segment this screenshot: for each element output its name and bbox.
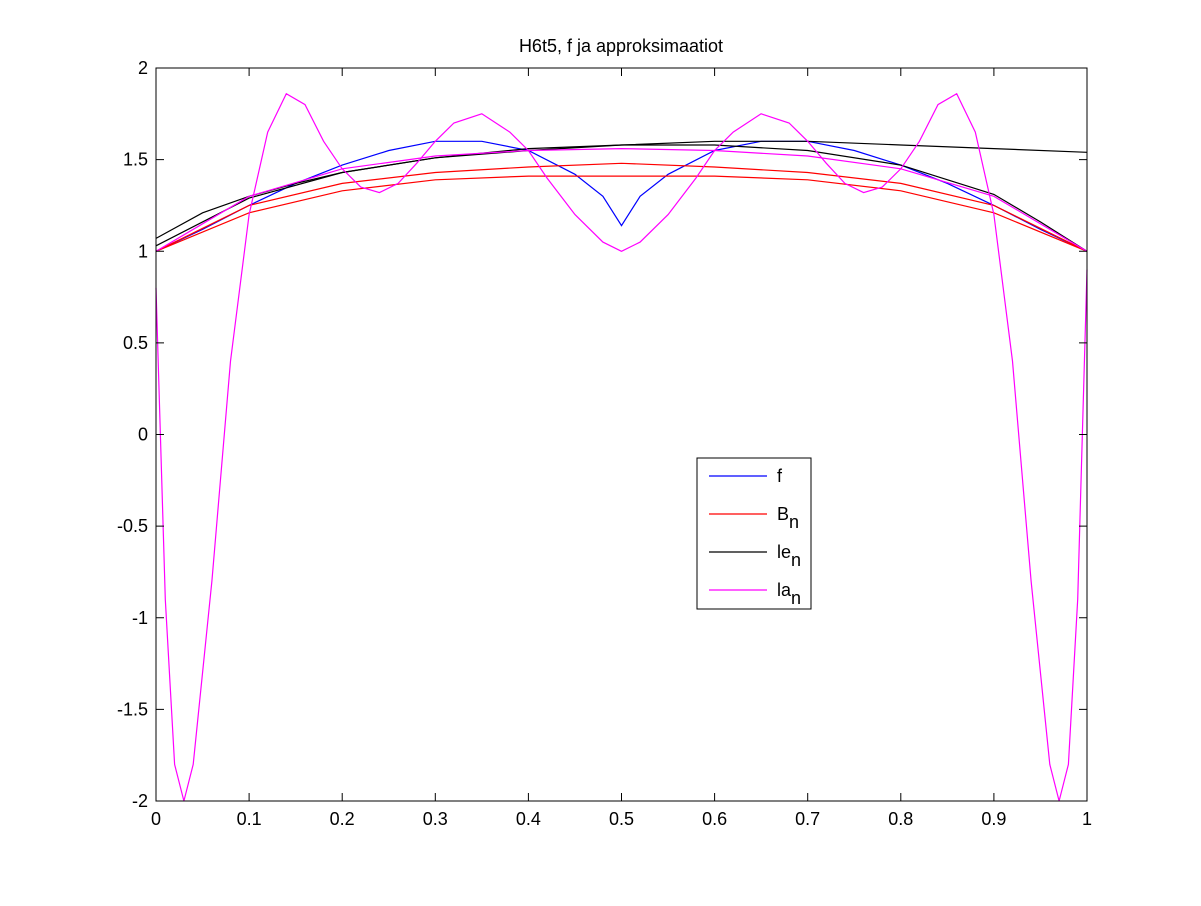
series-line-f-0 (155, 140, 1088, 252)
x-tick-label: 0.8 (888, 809, 913, 829)
legend-label-la: lan (777, 580, 801, 608)
y-tick-label: 0.5 (123, 333, 148, 353)
x-tick-label: 0.9 (981, 809, 1006, 829)
x-tick-label: 0 (151, 809, 161, 829)
chart-title: H6t5, f ja approksimaatiot (519, 36, 723, 56)
y-tick-label: 0 (138, 425, 148, 445)
legend: f Bn len lan (696, 457, 812, 610)
y-tick-label: -1 (132, 608, 148, 628)
y-tick-label: 1.5 (123, 150, 148, 170)
x-tick-label: 0.6 (702, 809, 727, 829)
series-line-la-5 (155, 92, 1088, 802)
x-tick-label: 0.5 (609, 809, 634, 829)
y-tick-label: -1.5 (117, 699, 148, 719)
x-tick-label: 0.3 (423, 809, 448, 829)
plot-lines (155, 92, 1088, 802)
axes: 0 0.1 0.2 0.3 0.4 0.5 0.6 0.7 0.8 0.9 1 -2 -1.5 -1 -0.… (117, 58, 1092, 829)
legend-label-f: f (777, 466, 783, 486)
series-line-la-6 (155, 147, 1088, 252)
y-tick-label: -0.5 (117, 516, 148, 536)
legend-box (696, 457, 812, 610)
y-tick-label: 2 (138, 58, 148, 78)
legend-label-le: len (777, 542, 801, 570)
legend-label-B: Bn (777, 504, 799, 532)
series-line-B-1 (155, 162, 1088, 252)
y-tick-label: -2 (132, 791, 148, 811)
x-tick-label: 0.2 (330, 809, 355, 829)
series-line-B-2 (155, 175, 1088, 252)
series-line-le-4 (155, 144, 1088, 252)
x-tick-label: 0.4 (516, 809, 541, 829)
x-tick-label: 0.1 (237, 809, 262, 829)
x-tick-label: 1 (1082, 809, 1092, 829)
x-tick-label: 0.7 (795, 809, 820, 829)
y-tick-label: 1 (138, 241, 148, 261)
